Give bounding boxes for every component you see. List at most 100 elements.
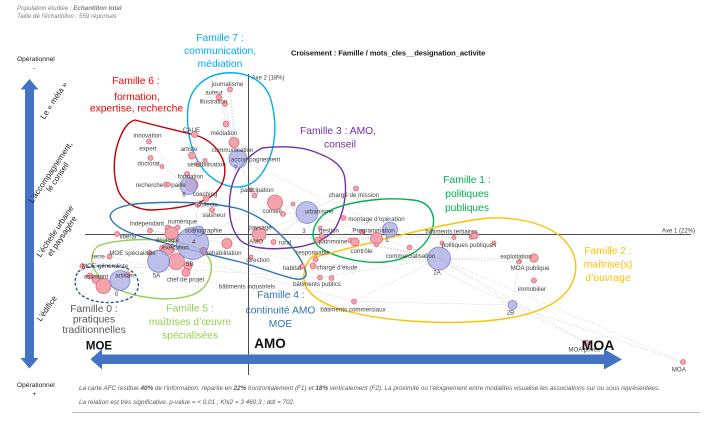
- svg-text:chargé d’étude: chargé d’étude: [317, 265, 358, 272]
- svg-text:0: 0: [115, 291, 119, 298]
- svg-text:5A: 5A: [153, 273, 161, 280]
- svg-text:Opérationnel: Opérationnel: [17, 56, 55, 63]
- svg-text:paille: paille: [171, 182, 186, 189]
- svg-text:Axe 2 (18%): Axe 2 (18%): [252, 76, 285, 82]
- svg-text:Axe 1 (22%): Axe 1 (22%): [662, 229, 695, 235]
- svg-text:formation: formation: [178, 174, 204, 181]
- svg-text:Le « méta »: Le « méta »: [39, 80, 70, 121]
- svg-text:Famille 6 :: Famille 6 :: [112, 76, 160, 87]
- svg-text:expertise, recherche: expertise, recherche: [90, 104, 184, 115]
- svg-text:médiation: médiation: [198, 59, 243, 70]
- svg-text:Famille 5 :: Famille 5 :: [166, 304, 214, 315]
- svg-text:publiques: publiques: [445, 203, 489, 214]
- svg-text:MOE: MOE: [269, 319, 293, 330]
- svg-text:maîtrise(s): maîtrise(s): [584, 260, 633, 271]
- svg-text:maîtrises d’œuvre: maîtrises d’œuvre: [149, 317, 232, 328]
- svg-text:gestion: gestion: [319, 228, 340, 235]
- svg-text:réhabilitation: réhabilitation: [206, 250, 242, 257]
- svg-text:journalisme: journalisme: [211, 81, 244, 88]
- svg-text:terre: terre: [92, 254, 105, 261]
- svg-text:scénographie: scénographie: [185, 228, 223, 235]
- svg-text:5B: 5B: [186, 261, 194, 268]
- svg-text:assistant: assistant: [84, 273, 109, 280]
- svg-text:collecte: collecte: [197, 202, 219, 209]
- svg-text:CAUE: CAUE: [183, 127, 200, 134]
- svg-text:patrimoine: patrimoine: [319, 239, 348, 246]
- svg-text:Famille 7 :: Famille 7 :: [196, 33, 244, 44]
- svg-text:urbanisme: urbanisme: [305, 209, 334, 216]
- svg-text:indépendant: indépendant: [130, 221, 164, 228]
- svg-text:médiation: médiation: [211, 130, 238, 137]
- svg-text:4: 4: [192, 239, 196, 246]
- svg-text:immobilier: immobilier: [518, 286, 546, 293]
- svg-text:AMO: AMO: [249, 239, 263, 246]
- svg-text:Croisement : Famille / mots_cl: Croisement : Famille / mots_cles__design…: [291, 49, 485, 58]
- svg-text:contrôle: contrôle: [350, 248, 373, 255]
- svg-text:6: 6: [182, 192, 186, 199]
- svg-text:L’édifice: L’édifice: [35, 294, 59, 323]
- svg-text:doctorat: doctorat: [137, 161, 160, 168]
- svg-text:exploitation: exploitation: [500, 254, 532, 261]
- svg-text:-: -: [33, 66, 35, 73]
- svg-text:Opérationnel: Opérationnel: [17, 382, 55, 389]
- svg-text:auteur: auteur: [205, 90, 223, 97]
- svg-text:MOE: MOE: [86, 341, 113, 353]
- svg-text:expert: expert: [139, 146, 156, 153]
- svg-text:L’échelle urbaineet paysagère: L’échelle urbaineet paysagère: [35, 204, 83, 264]
- svg-text:conseil: conseil: [262, 208, 281, 215]
- svg-text:communication: communication: [212, 147, 254, 154]
- svg-text:numérique: numérique: [168, 219, 198, 226]
- svg-text:d’ouvrage: d’ouvrage: [585, 273, 630, 284]
- svg-text:responsable: responsable: [296, 250, 330, 257]
- svg-text:exécution: exécution: [162, 245, 189, 252]
- svg-text:MOE généraliste: MOE généraliste: [82, 263, 129, 270]
- svg-text:La carte AFC restitue 40% de l: La carte AFC restitue 40% de l’informati…: [79, 385, 660, 392]
- svg-text:MOA: MOA: [672, 367, 687, 374]
- svg-text:innovation: innovation: [133, 133, 162, 140]
- svg-text:MOA: MOA: [582, 337, 615, 353]
- svg-text:accompagnement: accompagnement: [231, 157, 280, 164]
- svg-text:spécialisées: spécialisées: [162, 331, 218, 342]
- svg-text:sensibilisation: sensibilisation: [187, 162, 226, 169]
- svg-text:bâtiments publics: bâtiments publics: [293, 281, 341, 288]
- svg-text:montage d’opération: montage d’opération: [348, 216, 405, 223]
- svg-text:politiques: politiques: [445, 189, 489, 200]
- svg-text:3: 3: [302, 228, 306, 235]
- svg-text:coaching: coaching: [193, 191, 218, 198]
- svg-text:MOA privée: MOA privée: [568, 347, 601, 354]
- svg-text:paysage: paysage: [248, 225, 272, 232]
- svg-text:rural: rural: [279, 240, 291, 247]
- svg-text:Population étudiée : Echantill: Population étudiée : Echantillon total: [17, 5, 122, 12]
- svg-text:artisan: artisan: [115, 273, 134, 280]
- svg-text:2B: 2B: [507, 310, 515, 317]
- svg-text:Famille 3 : AMO,: Famille 3 : AMO,: [300, 126, 376, 137]
- svg-text:7: 7: [234, 165, 238, 172]
- svg-text:Famille 2 :: Famille 2 :: [584, 246, 632, 257]
- svg-text:continuité AMO: continuité AMO: [246, 306, 316, 317]
- svg-text:Famille 0 :: Famille 0 :: [70, 304, 118, 315]
- svg-text:Programmation: Programmation: [352, 228, 395, 235]
- svg-text:Taille de l’échantillon : 559: Taille de l’échantillon : 559 réponses: [17, 13, 117, 20]
- svg-text:Famille 4 :: Famille 4 :: [257, 290, 305, 301]
- svg-text:pratiques: pratiques: [73, 315, 115, 326]
- svg-text:bâtiments tertiaires: bâtiments tertiaires: [425, 229, 477, 236]
- svg-text:recherche: recherche: [136, 182, 164, 189]
- svg-text:chef de projet: chef de projet: [167, 276, 205, 283]
- svg-text:2A: 2A: [433, 270, 441, 277]
- svg-text:libéral: libéral: [120, 234, 137, 241]
- svg-text:MOA publique: MOA publique: [511, 265, 550, 272]
- svg-text:bâtiments commerciaux: bâtiments commerciaux: [320, 307, 386, 314]
- svg-text:AMO: AMO: [254, 336, 286, 351]
- svg-text:bâtiments industriels: bâtiments industriels: [219, 284, 275, 291]
- svg-text:commercialisation: commercialisation: [386, 253, 436, 260]
- svg-text:L’accompagnement,le conseil: L’accompagnement,le conseil: [27, 140, 82, 209]
- svg-text:illustration: illustration: [200, 99, 228, 106]
- svg-text:participation: participation: [240, 187, 274, 194]
- svg-text:La relation est très significa: La relation est très significative. p-va…: [79, 399, 295, 406]
- svg-text:politiques publiques: politiques publiques: [442, 242, 496, 249]
- svg-text:écologie: écologie: [156, 237, 180, 244]
- svg-text:artiste: artiste: [181, 146, 198, 153]
- svg-text:communication,: communication,: [184, 46, 256, 57]
- svg-text:+: +: [33, 391, 37, 398]
- svg-text:direction: direction: [246, 257, 270, 264]
